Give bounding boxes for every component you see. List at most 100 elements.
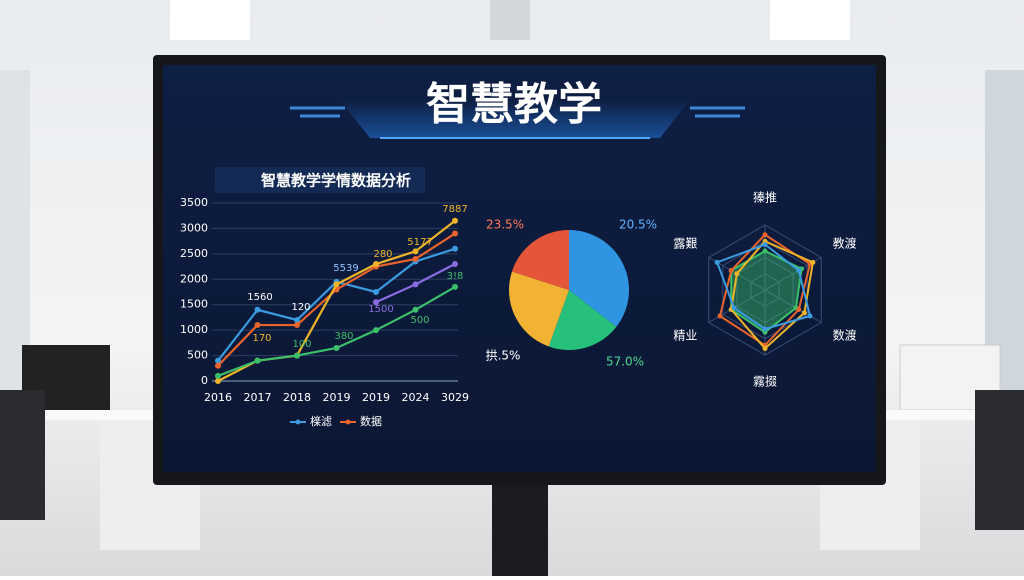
legend-dot (295, 419, 301, 425)
charts: 0 500 1000 1500 2000 2500 3000 3500 2016 2017 2018… (180, 191, 857, 429)
data-label: 1560 (247, 292, 272, 303)
data-label: 280 (373, 249, 392, 260)
point (333, 281, 340, 288)
data-label: 5539 (333, 263, 358, 274)
window (985, 70, 1024, 390)
radar-point (728, 268, 734, 273)
radar-axis-label: 精业 (673, 329, 697, 343)
x-tick-label: 2018 (283, 391, 311, 404)
panel-header (215, 167, 425, 193)
ceiling-vent (490, 0, 530, 40)
radar-axis-label: 霧掇 (753, 375, 777, 389)
legend-label: 檪滤 (310, 415, 332, 428)
pie-slice (569, 230, 629, 327)
y-tick-label: 2500 (180, 247, 208, 260)
point (254, 322, 261, 329)
radar-point (796, 268, 802, 273)
point (373, 261, 379, 268)
pie-slice (509, 271, 569, 347)
point (215, 357, 221, 364)
radar-point (734, 271, 740, 277)
point (254, 357, 261, 364)
radar-point (801, 310, 807, 316)
point (373, 289, 379, 295)
point (412, 281, 419, 288)
y-tick-label: 500 (187, 349, 208, 362)
x-tick-label: 2019 (362, 391, 390, 404)
radar-point (762, 232, 768, 238)
data-label: 7887 (442, 204, 467, 215)
radar-point (810, 259, 816, 265)
point (412, 306, 419, 313)
pie-slice (511, 230, 569, 290)
desk (885, 410, 1024, 420)
radar-axis-label: 教渡 (833, 236, 857, 251)
y-tick-label: 0 (201, 374, 208, 387)
legend-dot (345, 419, 351, 425)
data-label: 3!8 (447, 271, 464, 282)
point (254, 306, 261, 313)
data-label: 500 (410, 315, 429, 326)
point (373, 299, 379, 306)
point (215, 378, 221, 384)
point (215, 362, 221, 369)
pie-label: 拱.5% (486, 349, 521, 363)
radar-point (762, 242, 768, 247)
chair (0, 390, 45, 520)
desk (0, 410, 160, 420)
x-tick-label: 2017 (244, 391, 272, 404)
pie-slice (548, 290, 617, 351)
data-label: 5177 (407, 237, 432, 248)
x-tick-label: 3029 (441, 391, 469, 404)
radar-point (717, 313, 723, 319)
ceiling-light (770, 0, 850, 40)
ceiling-light (170, 0, 250, 40)
y-tick-label: 3500 (180, 196, 208, 209)
point (294, 322, 300, 329)
radar-axis-label: 露艱 (673, 237, 697, 251)
x-tick-label: 2016 (204, 391, 232, 404)
pie-label: 20.5% (619, 218, 657, 232)
legend-label: 数据 (360, 414, 382, 428)
radar-point (796, 307, 802, 312)
radar-point (762, 326, 768, 332)
point (452, 245, 458, 252)
point (452, 283, 458, 290)
y-tick-label: 1500 (180, 298, 208, 311)
data-label: 170 (252, 333, 271, 344)
point (412, 255, 419, 262)
monitor-stand (492, 484, 548, 576)
data-label: 380 (334, 331, 353, 342)
x-tick-label: 2024 (402, 391, 430, 404)
y-tick-label: 3000 (180, 221, 208, 234)
radar-point (807, 313, 813, 319)
point (215, 372, 221, 379)
radar-axis-label: 獉推 (753, 191, 777, 205)
point (452, 261, 458, 268)
radar-axis-label: 数渡 (833, 328, 857, 343)
point (294, 316, 300, 323)
chart-title: 智慧教学学情数据分析 (261, 172, 411, 190)
point (294, 352, 300, 359)
pie-label: 23.5% (486, 218, 524, 232)
data-label: 100 (292, 339, 311, 350)
y-tick-label: 2000 (180, 272, 208, 285)
y-tick-label: 1000 (180, 323, 208, 336)
title-decor (290, 106, 745, 118)
pie-label: 57.0% (606, 355, 644, 369)
radar-point (731, 305, 737, 311)
data-label: 1500 (368, 304, 393, 315)
data-label: 120 (291, 302, 310, 313)
dashboard-title: 智慧教学 (426, 79, 602, 130)
title-banner (340, 100, 690, 138)
point (333, 344, 340, 351)
point (373, 327, 379, 334)
x-tick-label: 2019 (323, 391, 351, 404)
radar-point (762, 346, 768, 351)
radar-point (762, 248, 768, 254)
radar-point (714, 259, 720, 265)
chair (975, 390, 1024, 530)
point (412, 248, 419, 255)
